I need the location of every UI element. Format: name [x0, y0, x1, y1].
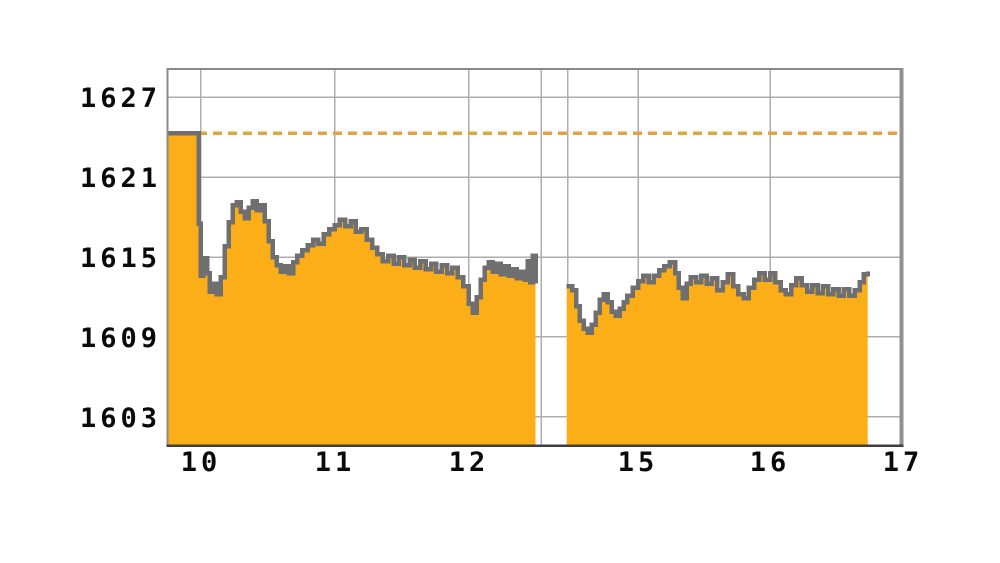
y-tick-1615: 1615: [80, 243, 161, 274]
x-tick-10: 10: [181, 447, 222, 478]
x-tick-12: 12: [449, 447, 490, 478]
x-axis-labels: 10 11 12 15 16 17: [181, 447, 924, 478]
x-tick-11: 11: [315, 447, 356, 478]
x-tick-15: 15: [618, 447, 659, 478]
x-tick-16: 16: [750, 447, 791, 478]
y-tick-1627: 1627: [80, 83, 161, 114]
x-tick-17: 17: [883, 447, 924, 478]
y-tick-1603: 1603: [80, 403, 161, 434]
y-tick-1609: 1609: [80, 323, 161, 354]
y-tick-1621: 1621: [80, 163, 161, 194]
price-area-series: [167, 130, 870, 446]
y-axis-labels: 1627 1621 1615 1609 1603: [80, 83, 161, 434]
plot-border: [166, 68, 904, 447]
